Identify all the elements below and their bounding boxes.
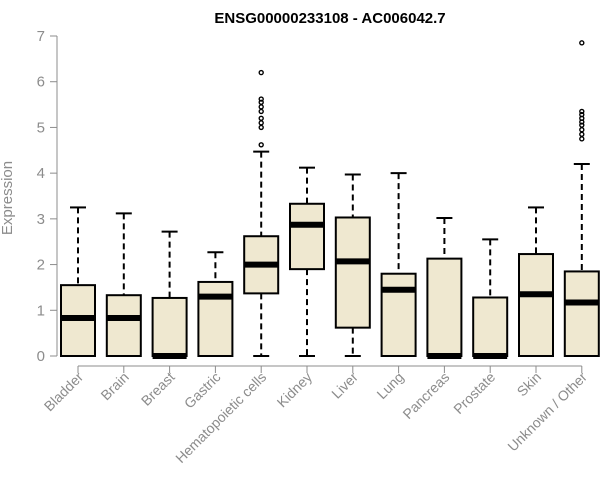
y-tick-label: 4 [37, 165, 45, 182]
box-skin [518, 206, 554, 357]
x-tick-label: Lung [373, 369, 406, 402]
box-prostate [472, 238, 509, 359]
outlier-point [258, 142, 264, 148]
box-liver [334, 173, 371, 357]
iqr-box [563, 270, 600, 357]
outlier-point [258, 124, 264, 131]
x-tick-label: Pancreas [399, 369, 452, 422]
y-tick-label: 1 [37, 302, 45, 319]
outlier-point [258, 108, 264, 115]
iqr-box [472, 296, 509, 358]
outlier-point [258, 115, 264, 121]
box-lung [380, 172, 417, 358]
y-tick-label: 0 [37, 348, 45, 365]
y-axis-label: Expression [0, 161, 16, 235]
outlier-point [579, 111, 585, 118]
plot-area [60, 40, 600, 359]
outlier-point [258, 120, 264, 126]
box-kidney [289, 166, 325, 357]
box-hematopoietic-cells [243, 69, 280, 357]
x-tick-label: Kidney [274, 369, 316, 411]
iqr-box [105, 294, 142, 358]
outlier-point [579, 122, 585, 128]
x-tick-label: Brain [97, 369, 131, 403]
y-tick-label: 6 [37, 74, 45, 91]
y-tick-label: 2 [37, 257, 45, 274]
x-tick-label: Liver [328, 369, 361, 402]
outlier-point [258, 69, 264, 76]
iqr-box [380, 272, 417, 358]
iqr-box [518, 253, 554, 357]
x-tick-label: Unknown / Other [504, 369, 590, 455]
iqr-box [289, 202, 325, 271]
y-tick-label: 7 [37, 28, 45, 45]
outlier-point [579, 40, 585, 46]
outlier-point [579, 108, 585, 115]
outlier-point [579, 131, 585, 137]
outlier-point [579, 127, 585, 133]
x-tick-label: Hematopoietic cells [172, 369, 269, 466]
x-tick-label: Skin [514, 369, 545, 400]
iqr-box [334, 216, 371, 329]
x-tick-label: Bladder [41, 369, 87, 415]
iqr-box [197, 280, 234, 358]
outlier-point [258, 99, 264, 105]
outlier-point [579, 136, 585, 142]
outlier-point [258, 104, 264, 110]
y-tick-label: 5 [37, 119, 45, 136]
x-tick-label: Breast [138, 369, 178, 409]
y-tick-label: 3 [37, 211, 45, 228]
x-tick-label: Prostate [450, 369, 498, 417]
axes: 0 1 2 3 4 5 6 7 [37, 28, 583, 373]
box-unknown-other [563, 40, 600, 357]
box-breast [151, 230, 188, 359]
iqr-box [151, 296, 188, 358]
x-tick-label: Gastric [181, 369, 224, 412]
chart-title: ENSG00000233108 - AC006042.7 [214, 10, 445, 27]
iqr-box [426, 257, 463, 357]
box-brain [105, 212, 142, 358]
box-pancreas [426, 216, 463, 359]
box-bladder [60, 206, 96, 357]
box-gastric [197, 251, 234, 358]
outlier-point [258, 96, 264, 102]
